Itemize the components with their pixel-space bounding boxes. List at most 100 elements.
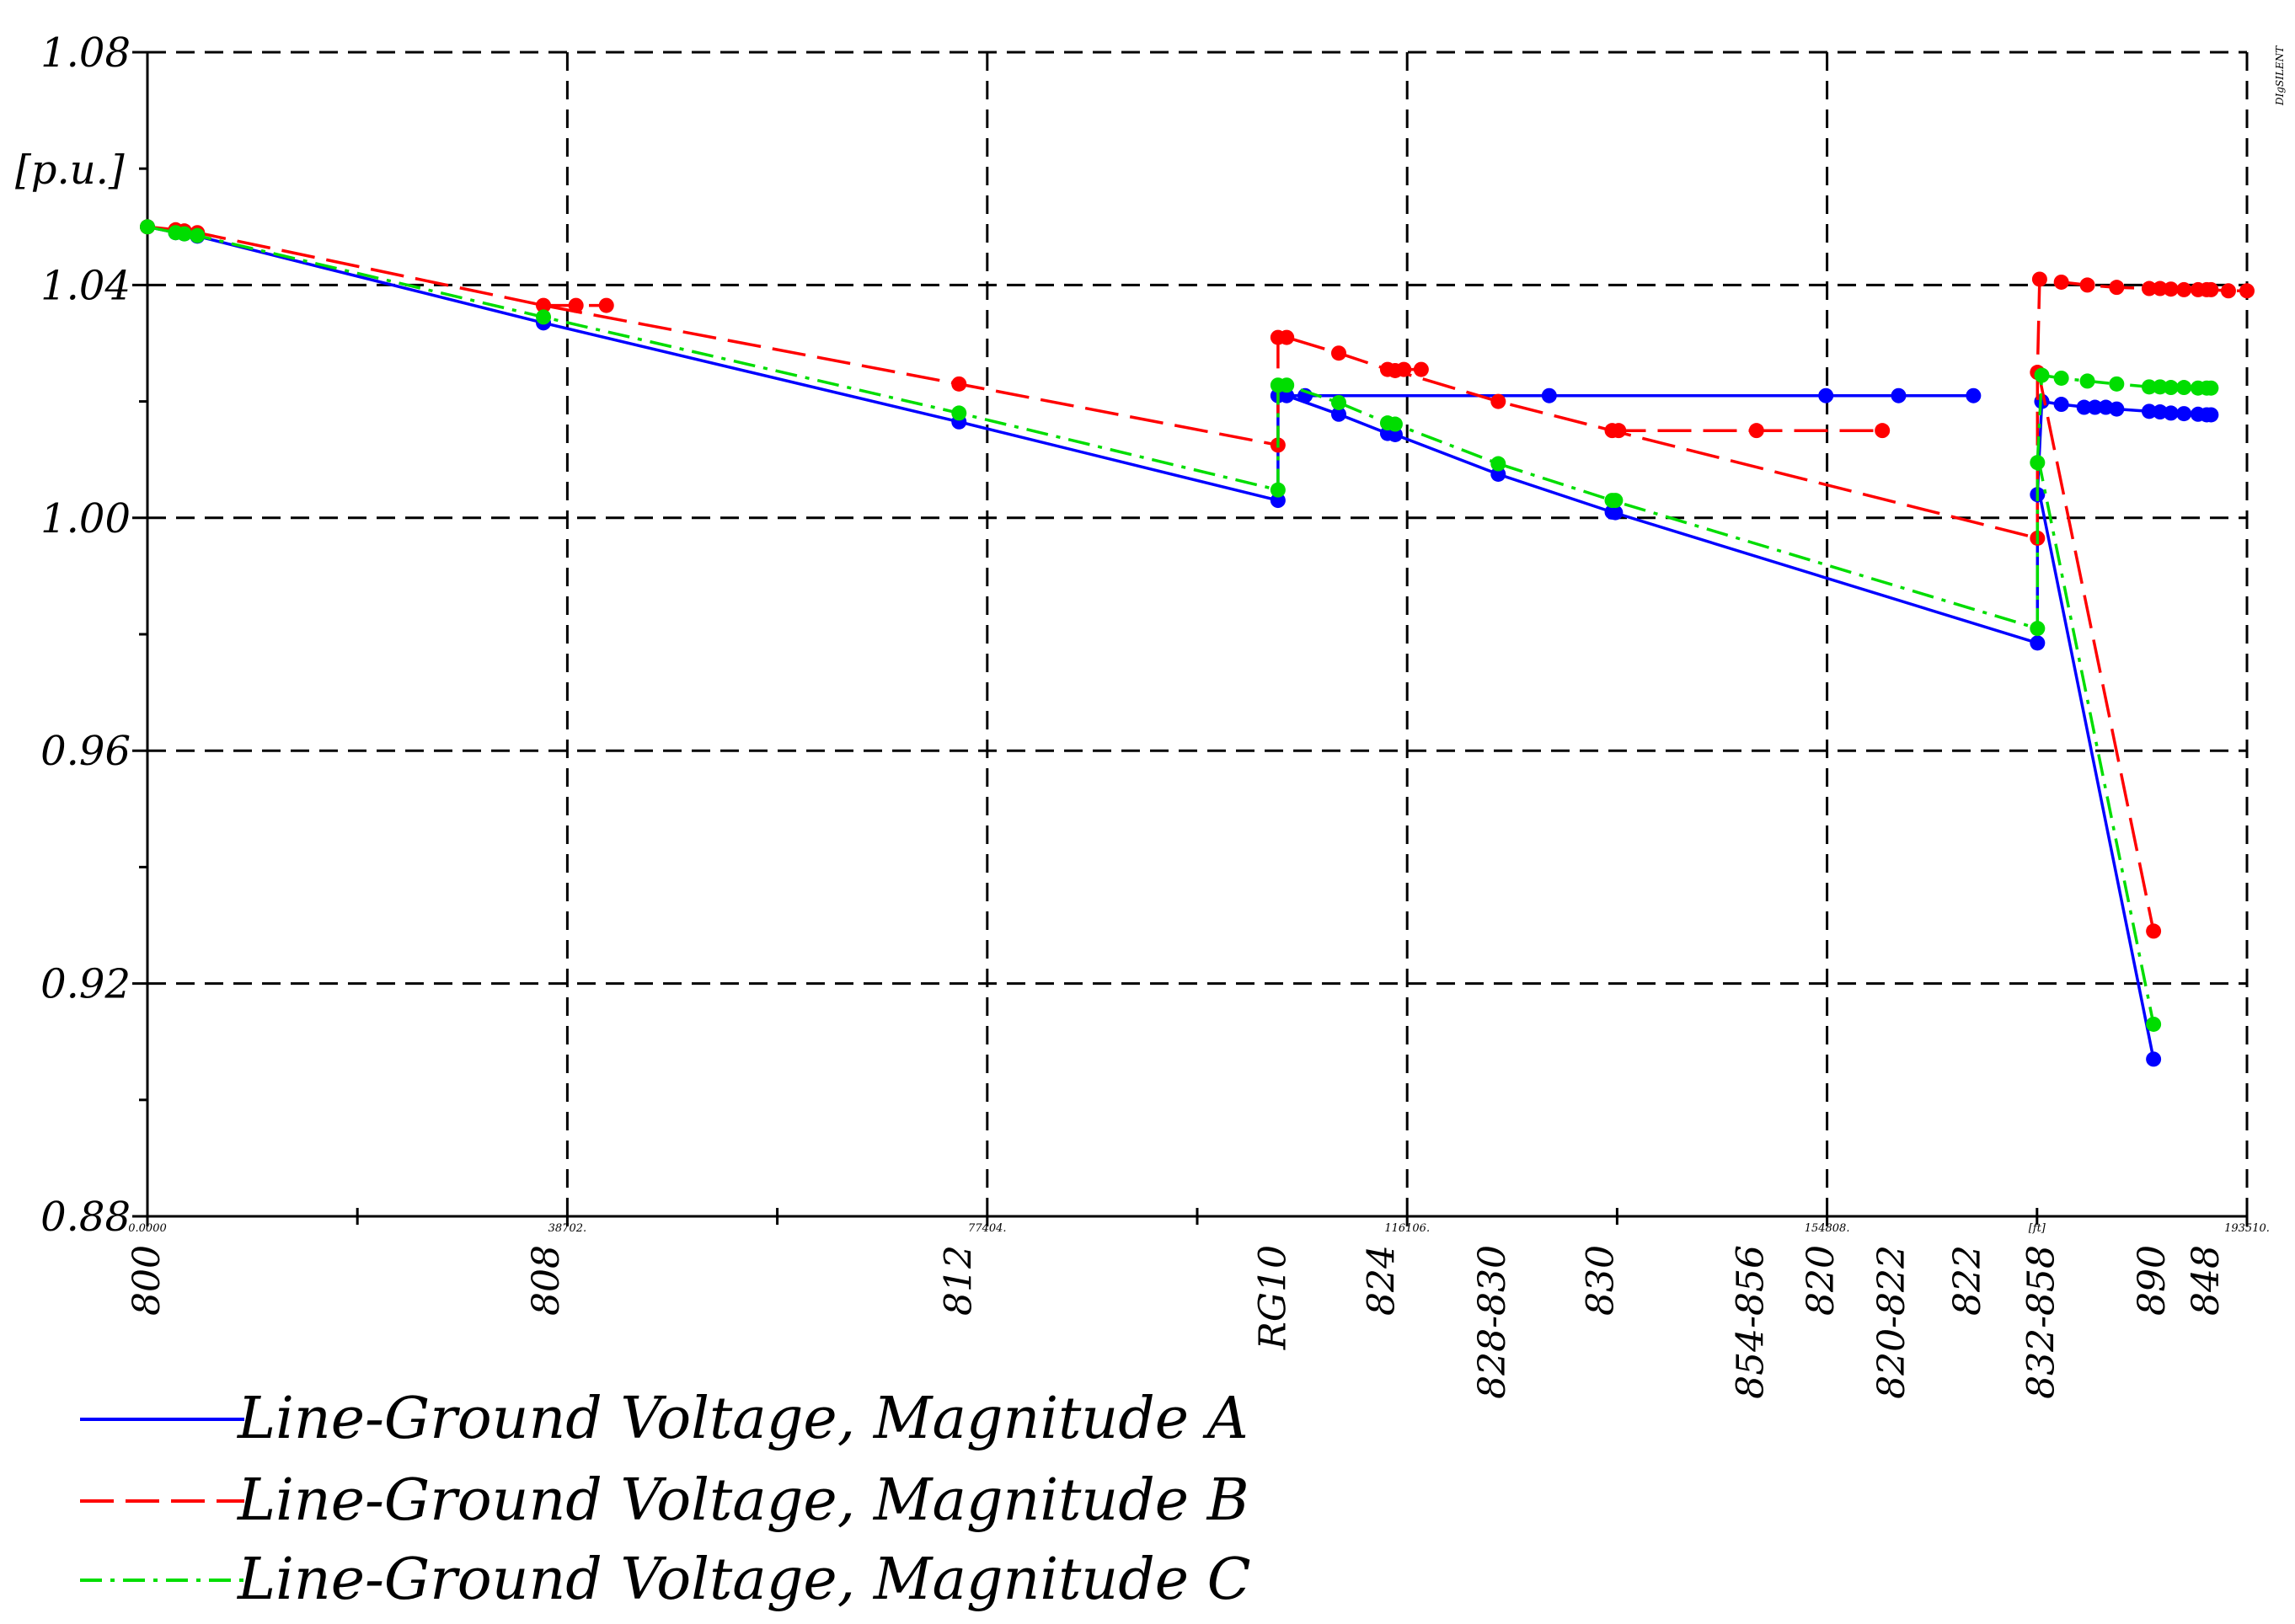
data-point [1279, 329, 1295, 345]
data-point [2163, 405, 2179, 421]
node-label: 808 [525, 1245, 568, 1316]
node-label: 820-822 [1870, 1245, 1913, 1399]
data-point [1490, 393, 1506, 409]
data-point [2030, 621, 2046, 637]
node-label: 890 [2131, 1245, 2174, 1316]
data-point [1748, 423, 1764, 439]
data-point [1387, 426, 1403, 442]
node-label: 800 [126, 1245, 169, 1316]
data-point [2203, 407, 2219, 423]
y-tick-label: 0.96 [40, 728, 131, 775]
y-tick-label: 1.08 [40, 29, 131, 77]
data-point [1396, 361, 1412, 377]
data-point [2163, 281, 2179, 297]
labels-layer: 800 808 812 RG10 824 828-830 830 854-856 820 820-… [126, 1245, 2228, 1399]
series-2 [140, 219, 2255, 939]
data-point [2176, 380, 2192, 396]
data-point [2053, 397, 2069, 413]
data-point [2109, 401, 2125, 417]
data-point [2053, 370, 2069, 386]
data-point [1270, 482, 1286, 498]
data-point [598, 297, 614, 313]
data-point [2146, 1051, 2162, 1067]
series-line [147, 225, 2212, 645]
data-point [2141, 280, 2157, 296]
legend-label: Line-Ground Voltage, Magnitude B [236, 1467, 1249, 1534]
data-point [951, 405, 967, 421]
data-point [2220, 283, 2236, 299]
node-label: 812 [937, 1245, 980, 1316]
data-point [2053, 274, 2069, 290]
x-tick-label: 77404. [968, 1222, 1007, 1235]
node-label: 854-856 [1729, 1245, 1772, 1399]
legend: Line-Ground Voltage, Magnitude A Line-Gro… [80, 1386, 1251, 1613]
x-tick-label: 0.0000 [128, 1222, 167, 1235]
y-tick-label: 0.92 [40, 961, 131, 1008]
legend-label: Line-Ground Voltage, Magnitude A [236, 1386, 1249, 1452]
axes-layer: 1.08 1.04 1.00 0.96 0.92 0.880.0000 38702. 7740… [15, 29, 2286, 1241]
data-point [2087, 399, 2103, 415]
legend-label: Line-Ground Voltage, Magnitude C [236, 1547, 1251, 1613]
data-point [2176, 281, 2192, 297]
data-point [2176, 406, 2192, 422]
data-point [2203, 281, 2219, 297]
data-point [2034, 367, 2050, 383]
data-point [951, 376, 967, 392]
data-point [2146, 923, 2162, 939]
data-point [2141, 403, 2157, 419]
data-point [2146, 1016, 2162, 1032]
x-tick-label: 154808. [1805, 1222, 1850, 1235]
data-point [1413, 361, 1429, 377]
grid-layer [146, 51, 2249, 1216]
data-point [1387, 416, 1403, 432]
y-tick-label: 1.04 [40, 262, 131, 309]
series-line [2036, 371, 2155, 932]
legend-entry: Line-Ground Voltage, Magnitude A [80, 1386, 1249, 1452]
data-point [190, 227, 206, 243]
series-3 [140, 219, 2219, 1032]
data-point [2030, 455, 2046, 471]
data-point [1818, 387, 1834, 403]
y-axis-label: [p.u.] [15, 147, 125, 194]
x-tick-label: [ft] [2029, 1222, 2046, 1235]
data-point [2109, 280, 2125, 296]
data-point [1611, 423, 1627, 439]
node-label: 848 [2185, 1245, 2228, 1316]
node-label: 820 [1800, 1245, 1843, 1316]
data-point [536, 297, 552, 313]
data-point [1270, 493, 1286, 509]
series-line [2036, 459, 2155, 1025]
node-label: RG10 [1252, 1245, 1295, 1350]
data-point [2203, 380, 2219, 396]
data-point [2109, 376, 2125, 392]
node-label: 822 [1946, 1245, 1989, 1316]
series-1 [140, 219, 2219, 1067]
series-line [147, 225, 2247, 540]
node-label: 824 [1361, 1245, 1404, 1316]
legend-entry: Line-Ground Voltage, Magnitude C [80, 1547, 1251, 1613]
data-point [2141, 379, 2157, 395]
data-point [2030, 635, 2046, 651]
data-point [176, 226, 192, 242]
series-layer [140, 219, 2255, 1067]
series-line [2036, 488, 2155, 1060]
data-point [1608, 505, 1624, 521]
node-label: 830 [1580, 1245, 1623, 1316]
x-tick-label: 193510. [2224, 1222, 2270, 1235]
data-point [568, 297, 584, 313]
data-point [2152, 379, 2168, 395]
data-point [140, 219, 155, 235]
data-point [2076, 399, 2092, 415]
y-tick-label: 1.00 [40, 495, 131, 542]
data-point [1330, 406, 1346, 422]
y-tick-label: 0.88 [40, 1194, 131, 1241]
data-point [1279, 377, 1295, 393]
data-point [1490, 456, 1506, 472]
x-tick-label: 38702. [548, 1222, 587, 1235]
data-point [2163, 380, 2179, 396]
corner-mark: DIgSILENT [2274, 45, 2286, 106]
data-point [1875, 423, 1891, 439]
node-label: 832-858 [2019, 1245, 2062, 1399]
data-point [1330, 394, 1346, 410]
